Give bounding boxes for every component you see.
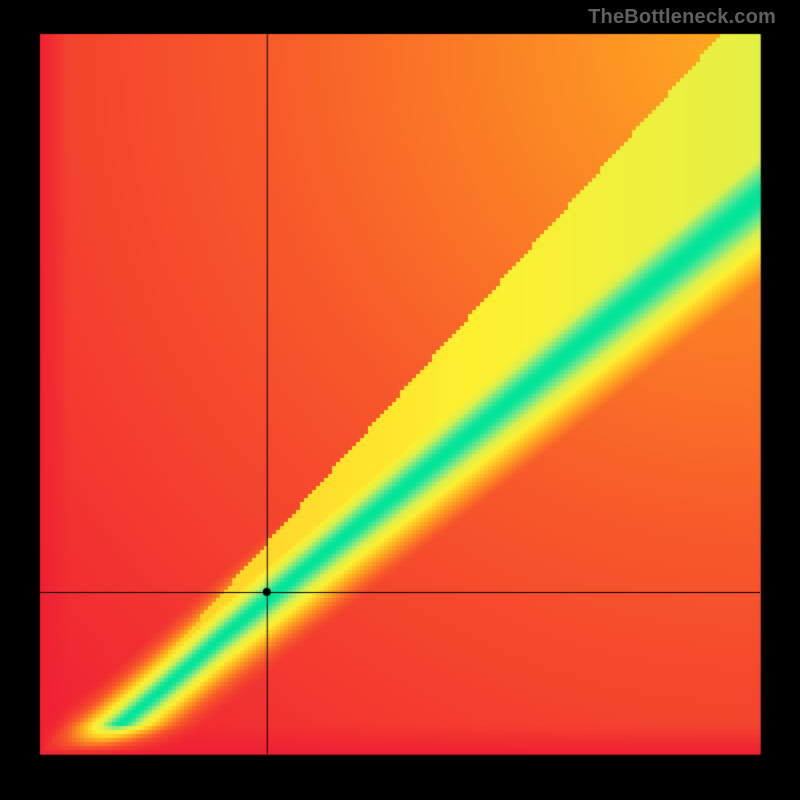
chart-container: TheBottleneck.com (0, 0, 800, 800)
watermark-text: TheBottleneck.com (588, 6, 776, 29)
bottleneck-heatmap-canvas (0, 0, 800, 800)
